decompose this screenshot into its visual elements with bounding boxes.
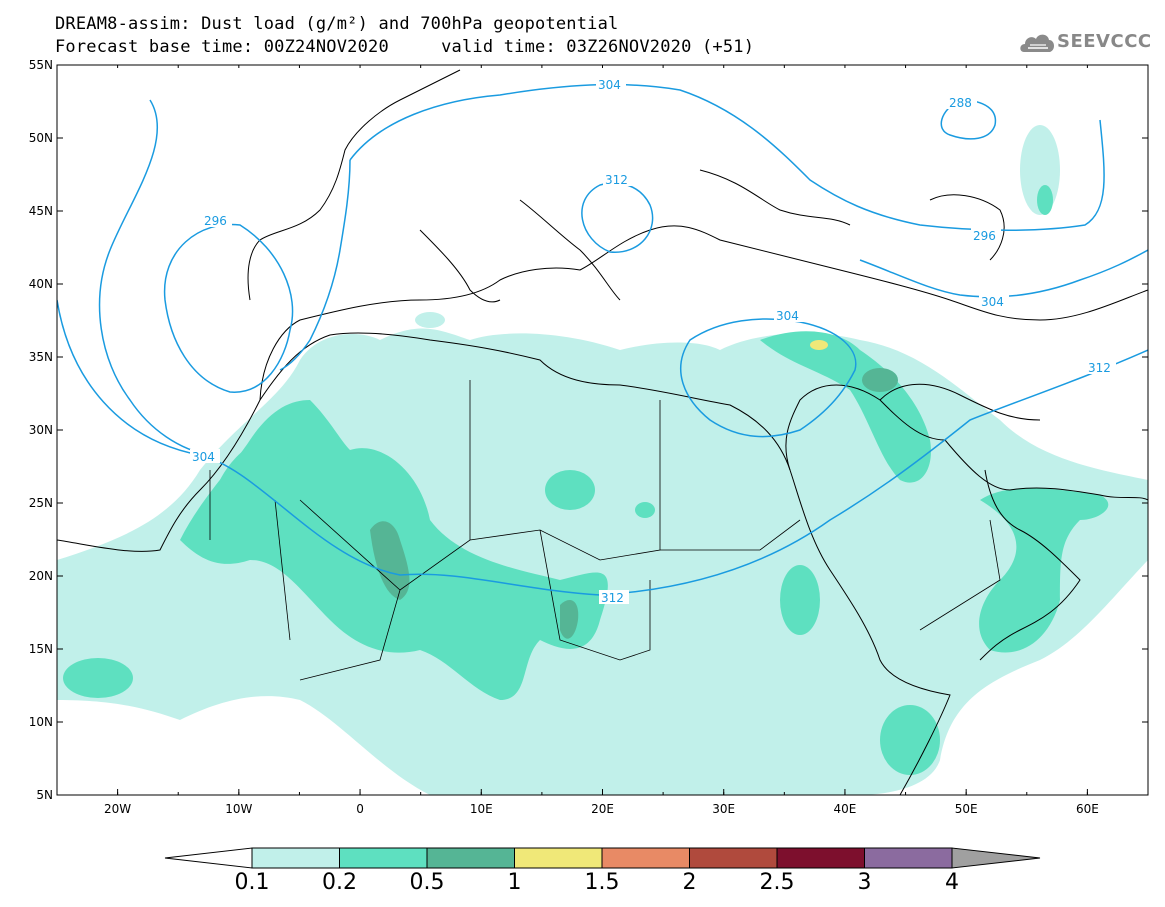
colorbar-label: 4 [945,870,959,895]
colorbar-segment [339,847,428,869]
contour-label: 304 [981,295,1004,309]
lat-tick-label: 5N [36,788,53,802]
dust-layer-0-5 [370,368,898,639]
forecast-time-info: Forecast base time: 00Z24NOV2020 valid t… [55,37,755,57]
colorbar [164,847,1041,869]
colorbar-segment [426,847,515,869]
contour-labels: 304 288 312 296 296 304 304 312 304 312 [190,77,1116,605]
contour-label: 304 [776,309,799,323]
colorbar-segment [601,847,690,869]
lat-tick-label: 10N [29,715,53,729]
colorbar-segment [251,847,340,869]
dust-layer-1 [810,340,828,350]
lat-tick-label: 45N [29,204,53,218]
colorbar-label: 1.5 [584,870,620,895]
lat-tick-label: 20N [29,569,53,583]
lat-tick-label: 35N [29,350,53,364]
map-title: DREAM8-assim: Dust load (g/m²) and 700hP… [55,14,619,34]
lon-tick-label: 20W [104,802,131,816]
colorbar-segment [689,847,778,869]
colorbar-label: 0.1 [234,870,270,895]
lon-tick-label: 40E [834,802,857,816]
longitude-axis: 20W 10W 0 10E 20E 30E 40E 50E 60E [56,65,1149,816]
lon-tick-label: 0 [356,802,364,816]
colorbar-label: 0.5 [409,870,445,895]
colorbar-left-arrow [164,847,253,869]
contour-label: 296 [973,229,996,243]
lon-tick-label: 60E [1076,802,1099,816]
contour-label: 312 [605,173,628,187]
contour-label: 312 [601,591,624,605]
latitude-axis: 55N 50N 45N 40N 35N 30N 25N 20N 15N 10N 5N [29,58,1148,802]
country-borders [209,380,1001,681]
lon-tick-label: 10W [225,802,252,816]
colorbar-right-arrow [951,847,1041,869]
colorbar-label: 2 [682,870,697,895]
colorbar-label: 0.2 [322,870,357,895]
contour-label: 312 [1088,361,1111,375]
lat-tick-label: 40N [29,277,53,291]
logo-text: SEEVCCC [1057,31,1152,52]
colorbar-segment [864,847,953,869]
lon-tick-label: 10E [470,802,493,816]
lon-tick-label: 50E [955,802,978,816]
contour-label: 304 [598,78,621,92]
cloud-logo-icon [1020,34,1055,52]
lat-tick-label: 50N [29,131,53,145]
contour-label: 304 [192,450,215,464]
lon-tick-label: 30E [712,802,735,816]
colorbar-segment [776,847,865,869]
lat-tick-label: 15N [29,642,53,656]
lat-tick-label: 55N [29,58,53,72]
colorbar-label: 3 [857,870,872,895]
colorbar-label: 2.5 [759,870,795,895]
contour-label: 296 [204,214,227,228]
lat-tick-label: 25N [29,496,53,510]
lon-tick-label: 20E [591,802,614,816]
lat-tick-label: 30N [29,423,53,437]
colorbar-label: 1 [507,870,522,895]
colorbar-segment [514,847,603,869]
contour-label: 288 [949,96,972,110]
